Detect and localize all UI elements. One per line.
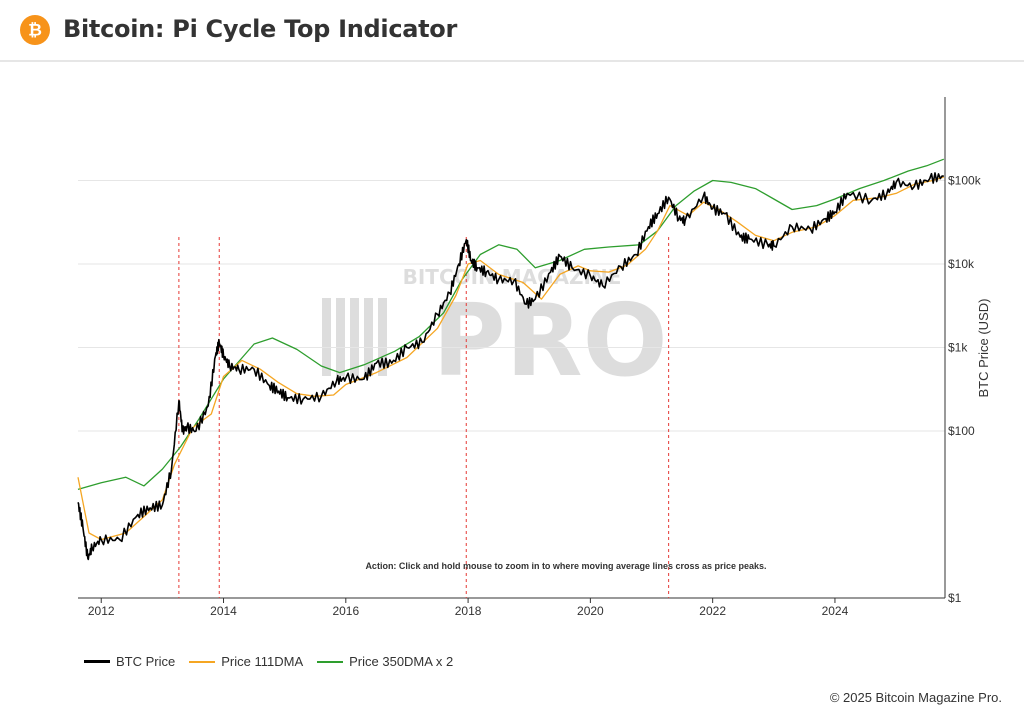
legend-swatch-btc-price [84, 660, 110, 663]
x-tick-label: 2016 [332, 604, 359, 618]
watermark: BITCOIN MAGAZINE PRO [322, 265, 668, 399]
series-lines [77, 158, 945, 561]
page-title: Bitcoin: Pi Cycle Top Indicator [63, 15, 458, 43]
x-tick-label: 2014 [210, 604, 237, 618]
x-axis: 2012 2014 2016 2018 2020 2022 2024 [78, 597, 945, 618]
legend-item-111dma[interactable]: Price 111DMA [189, 654, 303, 669]
legend-label: Price 111DMA [221, 654, 304, 669]
y-axis-label: BTC Price (USD) [976, 299, 991, 398]
legend: BTC Price Price 111DMA Price 350DMA x 2 [84, 654, 453, 669]
y-tick-label: $10k [948, 257, 975, 271]
y-tick-label: $100k [948, 174, 982, 188]
legend-item-btc-price[interactable]: BTC Price [84, 654, 175, 669]
bitcoin-logo-icon: ₿ [20, 15, 50, 45]
legend-label: Price 350DMA x 2 [349, 654, 454, 669]
x-tick-label: 2022 [699, 604, 726, 618]
legend-item-350dma[interactable]: Price 350DMA x 2 [317, 654, 453, 669]
series-line-2 [77, 158, 945, 491]
y-axis: $1 $100 $1k $10k $100k [944, 97, 982, 605]
watermark-bars-icon [322, 298, 387, 376]
svg-text:₿: ₿ [28, 21, 42, 41]
header: ₿ Bitcoin: Pi Cycle Top Indicator [0, 0, 1024, 62]
watermark-main-text: PRO [432, 282, 667, 399]
y-tick-label: $1k [948, 341, 968, 355]
x-tick-label: 2018 [455, 604, 482, 618]
bitcoin-glyph-icon: ₿ [28, 21, 42, 41]
pi-cycle-chart[interactable]: BITCOIN MAGAZINE PRO 2012 2014 2016 2018 202… [0, 62, 1024, 642]
y-tick-label: $1 [948, 591, 962, 605]
x-tick-label: 2012 [88, 604, 115, 618]
legend-label: BTC Price [116, 654, 176, 669]
copyright-text: © 2025 Bitcoin Magazine Pro. [829, 690, 1002, 705]
x-tick-label: 2024 [822, 604, 849, 618]
y-tick-label: $100 [948, 424, 975, 438]
cross-lines [178, 237, 670, 598]
x-tick-label: 2020 [577, 604, 604, 618]
series-line-1 [77, 176, 944, 541]
legend-swatch-350dma [317, 660, 344, 663]
series-line-0 [77, 172, 944, 561]
annotation-text: Action: Click and hold mouse to zoom in … [365, 561, 766, 571]
legend-swatch-111dma [189, 660, 216, 663]
